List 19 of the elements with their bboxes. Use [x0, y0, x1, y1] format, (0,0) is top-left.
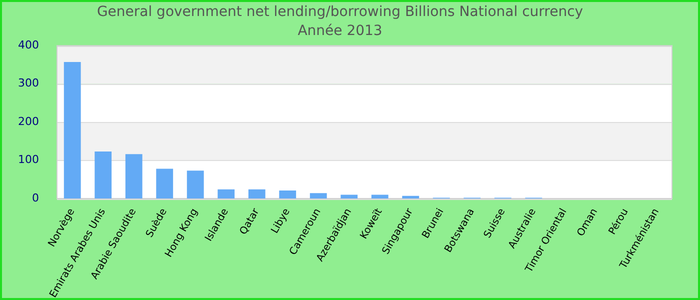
- y-tick-label: 400: [18, 38, 39, 52]
- bar: [279, 190, 296, 199]
- bar: [125, 154, 142, 199]
- chart-title: General government net lending/borrowing Billions National currency: [96, 4, 584, 20]
- bar: [248, 189, 266, 199]
- bar: [310, 193, 327, 199]
- bar: [340, 194, 358, 199]
- y-tick-label: 200: [18, 114, 39, 128]
- y-tick-label: 300: [18, 76, 39, 90]
- chart-subtitle: Année 2013: [298, 22, 382, 39]
- bar: [94, 152, 112, 199]
- y-tick-label: 100: [18, 153, 39, 166]
- bar: [64, 62, 81, 199]
- bar: [402, 196, 420, 199]
- y-tick-label: 0: [32, 191, 39, 204]
- bar: [156, 168, 174, 199]
- bar: [371, 194, 388, 199]
- bar: [218, 189, 235, 199]
- bar: [186, 170, 204, 199]
